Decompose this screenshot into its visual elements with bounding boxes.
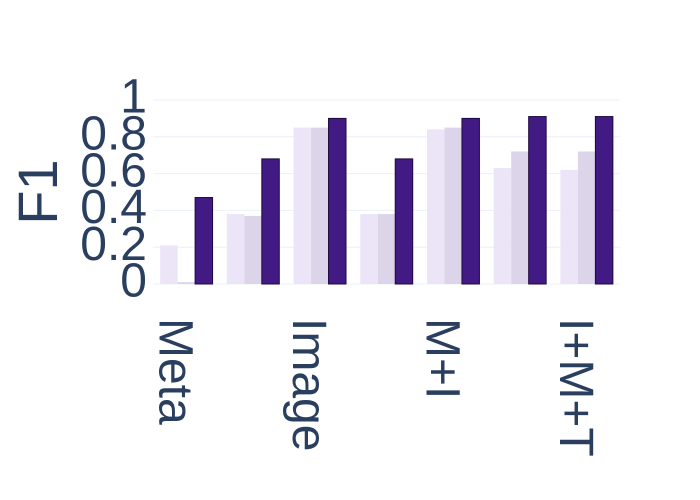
bar [160,245,178,284]
bar [528,116,547,285]
y-tick-label: 0.6 [80,144,147,197]
bar [594,116,614,285]
bar [394,158,414,285]
bar [426,129,445,284]
x-tick-label: M+I [416,318,469,399]
y-tick-label: 0.8 [80,107,147,160]
bar [244,215,262,284]
x-tick-label: Meta [149,318,202,425]
y-tick-label: 1 [120,71,147,124]
bar [360,214,378,284]
y-tick-label: 0.4 [80,181,147,234]
y-tick-label: 0 [120,255,147,308]
bar [493,168,512,284]
bar [177,282,196,284]
bar [511,151,529,284]
y-tick-label: 0.2 [80,218,147,271]
bar [444,127,462,284]
x-tick-label: Image [282,318,335,451]
bar [311,127,329,284]
bar [577,151,596,284]
bar [226,214,245,284]
x-tick-label: I+M+T [549,318,602,457]
bar [377,214,396,284]
bar [261,158,280,285]
y-axis-title: F1 [6,159,69,224]
bar [461,117,480,285]
bar [328,117,347,285]
bar [194,197,214,285]
bar [560,169,578,284]
bar [293,127,312,284]
